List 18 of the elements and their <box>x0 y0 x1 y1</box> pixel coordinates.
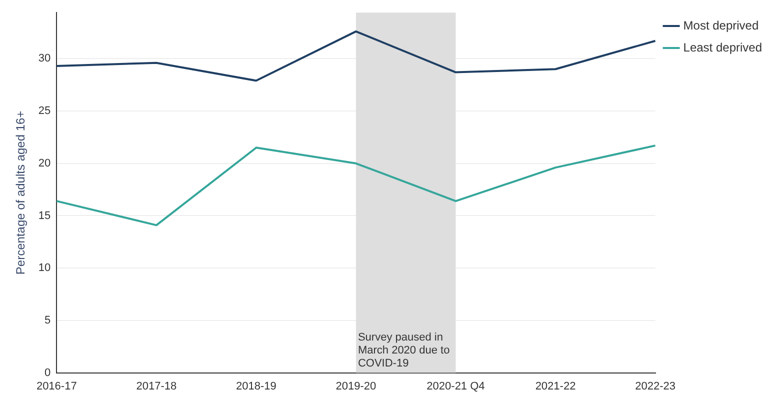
y-tick-label: 25 <box>38 105 51 118</box>
y-tick-label: 0 <box>44 366 51 379</box>
y-tick-label: 15 <box>38 210 51 222</box>
legend-label: Most deprived <box>683 18 759 32</box>
x-tick-label: 2022-23 <box>635 380 676 392</box>
y-tick-label: 20 <box>38 157 51 170</box>
y-tick-label: 10 <box>38 262 51 274</box>
x-tick-label: 2020-21 Q4 <box>426 380 485 392</box>
y-tick-label: 30 <box>38 52 51 65</box>
y-tick-label: 5 <box>44 314 51 326</box>
y-axis-title: Percentage of adults aged 16+ <box>14 110 28 275</box>
x-tick-label: 2017-18 <box>136 380 177 392</box>
x-tick-label: 2016-17 <box>36 380 77 392</box>
band-label: Survey paused in March 2020 due to COVID-19 <box>358 331 450 370</box>
legend-label: Least deprived <box>683 40 762 54</box>
x-tick-label: 2019-20 <box>336 380 376 392</box>
x-tick-label: 2021-22 <box>535 380 576 392</box>
x-tick-label: 2018-19 <box>236 380 276 392</box>
